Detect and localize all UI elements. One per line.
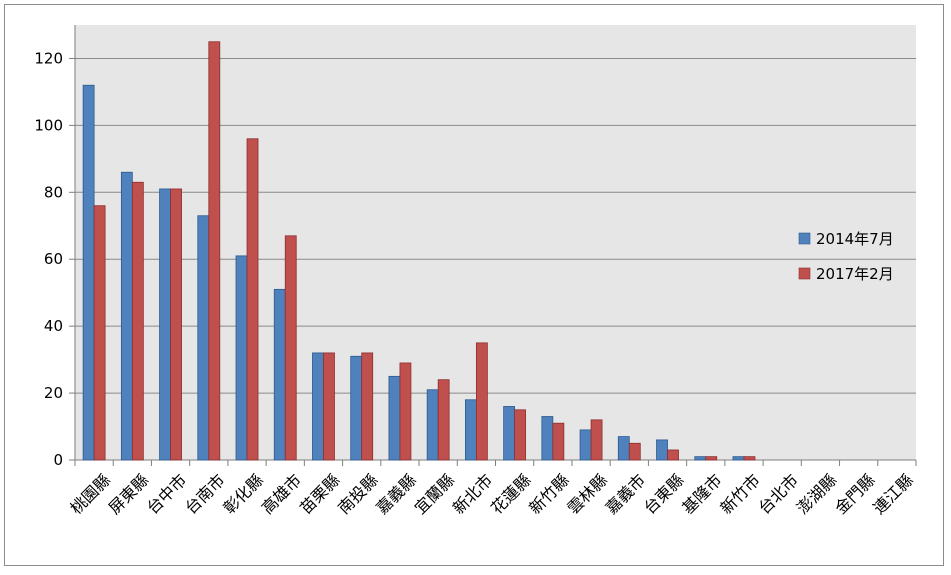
y-tick-label: 0 <box>53 451 63 469</box>
bar-series2 <box>131 181 144 461</box>
legend-swatch <box>798 232 811 245</box>
bar-series2 <box>590 419 603 461</box>
bar-series2 <box>246 138 259 461</box>
x-category-label: 苗栗縣 <box>296 470 343 517</box>
bar-series1 <box>732 456 745 461</box>
bar-series1 <box>579 429 592 461</box>
y-tick-label: 120 <box>34 49 63 67</box>
legend-label: 2014年7月 <box>816 230 894 248</box>
bar-series2 <box>628 442 641 461</box>
y-axis-ticks: 0 20 40 60 80 100 120 <box>34 49 63 469</box>
bar-series1 <box>159 188 171 461</box>
x-category-label: 台北市 <box>755 470 802 517</box>
bar-series2 <box>284 235 297 461</box>
x-axis-labels: 桃園縣屏東縣台中市台南市彰化縣高雄市苗栗縣南投縣嘉義縣宜蘭縣新北市花蓮縣新竹縣雲… <box>67 470 917 517</box>
bar-series2 <box>399 362 412 461</box>
bars <box>82 41 756 461</box>
legend: 2014年7月 2017年2月 <box>798 230 894 283</box>
bar-series1 <box>197 215 210 461</box>
bar-series1 <box>350 355 363 461</box>
bar-series1 <box>503 406 516 461</box>
bar-series2 <box>475 342 488 461</box>
y-tick-label: 40 <box>44 317 63 335</box>
x-category-label: 彰化縣 <box>220 470 267 517</box>
y-tick-label: 60 <box>44 250 63 268</box>
bar-series2 <box>361 352 374 461</box>
bar-series1 <box>120 171 133 461</box>
x-category-label: 基隆市 <box>678 470 725 517</box>
bar-series2 <box>667 449 679 461</box>
x-category-label: 台中市 <box>143 470 190 517</box>
bar-series1 <box>694 456 707 461</box>
x-category-label: 嘉義縣 <box>372 470 419 517</box>
x-category-label: 金門縣 <box>831 470 878 517</box>
x-category-label: 澎湖縣 <box>793 470 840 517</box>
x-category-label: 雲林縣 <box>564 470 611 517</box>
x-category-label: 台南市 <box>181 470 228 517</box>
bar-series2 <box>514 409 527 461</box>
x-category-label: 新竹縣 <box>525 470 572 517</box>
bar-series2 <box>743 456 756 461</box>
bar-series1 <box>388 375 401 461</box>
x-category-label: 桃園縣 <box>67 470 114 517</box>
bar-series2 <box>170 188 182 461</box>
x-category-label: 連江縣 <box>869 470 916 517</box>
bar-series2 <box>323 352 335 461</box>
x-category-label: 屏東縣 <box>105 470 152 517</box>
y-tick-label: 80 <box>44 183 63 201</box>
legend-swatch <box>798 267 811 280</box>
bar-series1 <box>426 389 439 461</box>
bar-series1 <box>541 416 554 461</box>
bar-series1 <box>464 399 477 461</box>
x-category-label: 新竹市 <box>716 470 763 517</box>
x-category-label: 台東縣 <box>640 470 687 517</box>
x-category-label: 嘉義市 <box>602 470 649 517</box>
bar-series2 <box>705 456 718 461</box>
bar-series2 <box>552 422 565 461</box>
bar-series1 <box>82 84 95 461</box>
x-category-label: 南投縣 <box>334 470 381 517</box>
bar-series1 <box>235 255 248 461</box>
y-tick-label: 20 <box>44 384 63 402</box>
bar-series2 <box>437 379 450 461</box>
bar-series1 <box>656 439 668 461</box>
bar-series2 <box>208 41 221 461</box>
bar-series2 <box>93 205 106 461</box>
bar-series1 <box>273 288 286 461</box>
x-category-label: 高雄市 <box>258 470 305 517</box>
x-category-label: 宜蘭縣 <box>411 470 458 517</box>
x-category-label: 花蓮縣 <box>487 470 534 517</box>
legend-label: 2017年2月 <box>816 265 894 283</box>
bar-series1 <box>617 436 630 461</box>
x-category-label: 新北市 <box>449 470 496 517</box>
y-tick-label: 100 <box>34 116 63 134</box>
bar-series1 <box>312 352 324 461</box>
